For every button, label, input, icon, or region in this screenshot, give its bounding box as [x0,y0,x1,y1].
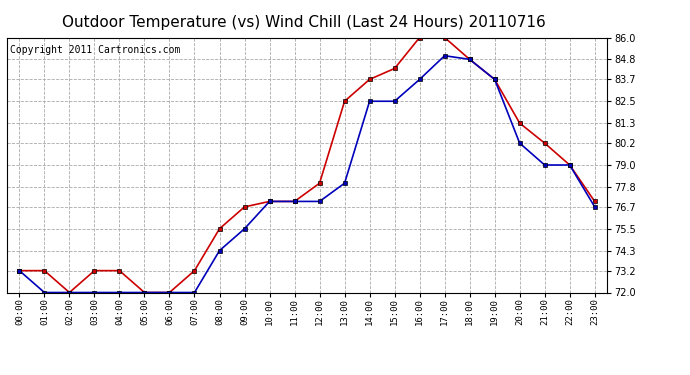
Text: Outdoor Temperature (vs) Wind Chill (Last 24 Hours) 20110716: Outdoor Temperature (vs) Wind Chill (Las… [61,15,546,30]
Text: Copyright 2011 Cartronics.com: Copyright 2011 Cartronics.com [10,45,180,55]
